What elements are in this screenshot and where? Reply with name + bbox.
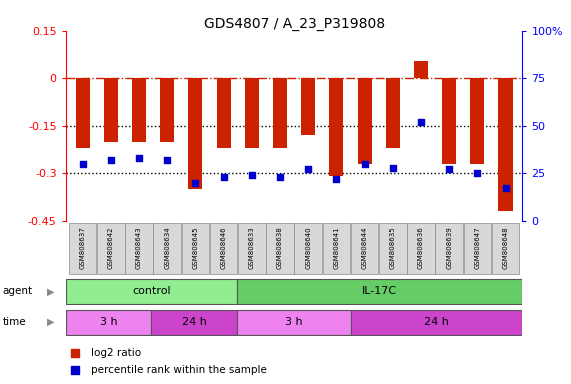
Text: GSM808634: GSM808634	[164, 226, 170, 269]
Point	[372, 115, 381, 121]
FancyBboxPatch shape	[266, 223, 294, 274]
Text: ▶: ▶	[46, 317, 54, 327]
Text: GSM808645: GSM808645	[192, 226, 198, 269]
Bar	[273, 78, 287, 148]
FancyBboxPatch shape	[407, 223, 435, 274]
Text: control: control	[132, 286, 171, 296]
Text: GSM808635: GSM808635	[390, 226, 396, 269]
Point	[445, 166, 454, 172]
Point	[247, 172, 256, 178]
Point	[163, 157, 172, 163]
Text: GDS4807 / A_23_P319808: GDS4807 / A_23_P319808	[203, 17, 385, 31]
Point	[78, 161, 87, 167]
Bar	[132, 78, 146, 142]
Bar	[498, 78, 513, 211]
Point	[191, 180, 200, 186]
Text: agent: agent	[3, 286, 33, 296]
Text: 3 h: 3 h	[286, 317, 303, 327]
Point	[501, 185, 510, 192]
FancyBboxPatch shape	[323, 223, 350, 274]
Bar	[245, 78, 259, 148]
FancyBboxPatch shape	[351, 223, 379, 274]
Bar	[471, 78, 484, 164]
Text: time: time	[3, 317, 26, 327]
Text: GSM808633: GSM808633	[249, 226, 255, 269]
FancyBboxPatch shape	[237, 279, 522, 304]
Bar	[329, 78, 343, 177]
Bar	[414, 61, 428, 78]
Text: GSM808647: GSM808647	[475, 226, 480, 269]
FancyBboxPatch shape	[182, 223, 209, 274]
FancyBboxPatch shape	[151, 310, 237, 334]
FancyBboxPatch shape	[294, 223, 322, 274]
Point	[134, 155, 143, 161]
Text: log2 ratio: log2 ratio	[91, 348, 141, 358]
Bar	[385, 78, 400, 148]
Point	[360, 161, 369, 167]
FancyBboxPatch shape	[210, 223, 238, 274]
Point	[388, 164, 397, 170]
FancyBboxPatch shape	[154, 223, 181, 274]
FancyBboxPatch shape	[97, 223, 124, 274]
Bar	[357, 78, 372, 164]
Bar	[301, 78, 315, 135]
Point	[275, 174, 284, 180]
Bar	[442, 78, 456, 164]
Point	[416, 119, 425, 125]
Bar	[75, 78, 90, 148]
Point	[106, 157, 115, 163]
Text: GSM808640: GSM808640	[305, 226, 311, 269]
Text: IL-17C: IL-17C	[362, 286, 397, 296]
Text: GSM808636: GSM808636	[418, 226, 424, 269]
FancyBboxPatch shape	[435, 223, 463, 274]
Text: ▶: ▶	[46, 286, 54, 296]
FancyBboxPatch shape	[237, 310, 351, 334]
Bar	[160, 78, 174, 142]
FancyBboxPatch shape	[464, 223, 491, 274]
Bar	[216, 78, 231, 148]
Text: 24 h: 24 h	[182, 317, 207, 327]
FancyBboxPatch shape	[351, 310, 522, 334]
Text: GSM808648: GSM808648	[502, 226, 509, 269]
Text: percentile rank within the sample: percentile rank within the sample	[91, 366, 267, 376]
Bar	[104, 78, 118, 142]
Point	[372, 272, 381, 278]
Point	[332, 176, 341, 182]
Text: GSM808638: GSM808638	[277, 226, 283, 269]
Point	[473, 170, 482, 176]
Text: 3 h: 3 h	[100, 317, 117, 327]
FancyBboxPatch shape	[379, 223, 407, 274]
Text: 24 h: 24 h	[424, 317, 449, 327]
Text: GSM808639: GSM808639	[446, 226, 452, 269]
Bar	[188, 78, 203, 189]
Text: GSM808643: GSM808643	[136, 226, 142, 269]
FancyBboxPatch shape	[66, 279, 237, 304]
Text: GSM808637: GSM808637	[79, 226, 86, 269]
Point	[304, 166, 313, 172]
Text: GSM808642: GSM808642	[108, 226, 114, 269]
FancyBboxPatch shape	[238, 223, 266, 274]
Text: GSM808641: GSM808641	[333, 226, 339, 269]
FancyBboxPatch shape	[69, 223, 96, 274]
FancyBboxPatch shape	[125, 223, 153, 274]
Text: GSM808646: GSM808646	[220, 226, 227, 269]
Point	[219, 174, 228, 180]
FancyBboxPatch shape	[492, 223, 520, 274]
Text: GSM808644: GSM808644	[361, 226, 368, 269]
FancyBboxPatch shape	[66, 310, 151, 334]
